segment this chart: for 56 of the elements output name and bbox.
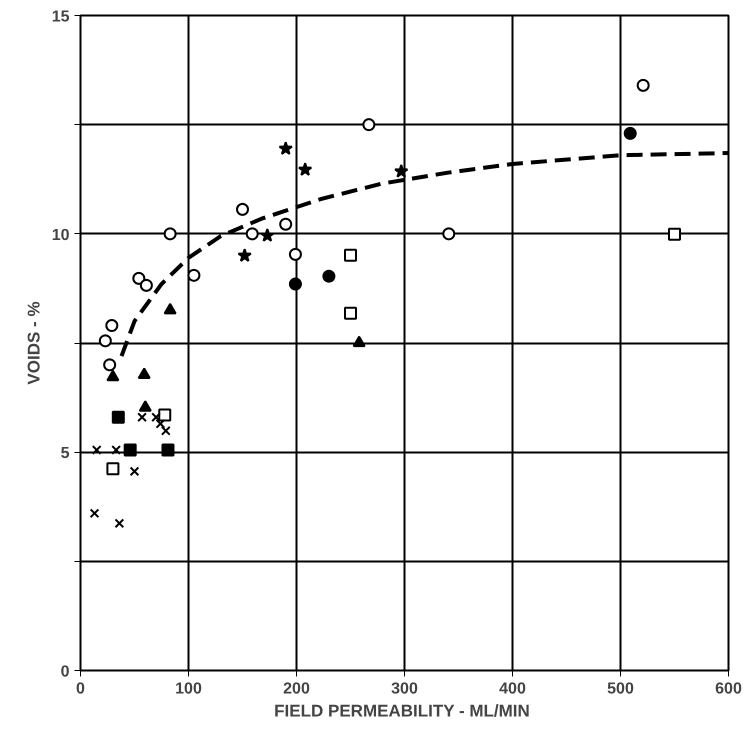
point — [161, 443, 174, 456]
point — [137, 412, 147, 422]
point — [111, 445, 122, 455]
point — [105, 319, 118, 332]
point — [246, 227, 259, 240]
point — [344, 306, 357, 320]
point — [138, 368, 151, 380]
point — [278, 141, 293, 155]
point — [106, 370, 120, 382]
point — [237, 248, 252, 262]
x-tick-label: 100 — [175, 680, 202, 698]
point — [92, 445, 102, 455]
point — [112, 410, 125, 424]
y-tick-label: 10 — [52, 226, 70, 244]
x-tick-label: 500 — [607, 680, 634, 698]
point — [668, 228, 681, 241]
point — [132, 272, 146, 285]
point — [362, 118, 376, 132]
point — [288, 278, 302, 291]
point — [90, 508, 100, 518]
point — [624, 126, 637, 140]
y-axis-title: VOIDS - % — [24, 301, 44, 385]
x-tick-label: 200 — [283, 680, 310, 698]
point — [158, 408, 172, 422]
point — [288, 248, 302, 261]
x-tick-label: 400 — [499, 680, 526, 698]
point — [151, 412, 161, 422]
point — [442, 227, 456, 240]
point — [394, 164, 408, 178]
point — [103, 358, 116, 372]
y-tick-label: 15 — [52, 8, 70, 26]
y-tick-label: 5 — [60, 445, 70, 462]
point — [279, 218, 292, 231]
y-tick-label: 0 — [60, 664, 70, 680]
x-tick-label: 600 — [715, 680, 742, 698]
point — [352, 336, 366, 348]
point — [260, 228, 275, 242]
x-tick-label: 300 — [391, 680, 418, 698]
point — [130, 466, 140, 476]
point — [124, 443, 137, 456]
point — [164, 227, 177, 240]
point — [636, 78, 650, 92]
x-axis-title: FIELD PERMEABILITY - ML/MIN — [274, 702, 530, 720]
point — [322, 270, 336, 283]
point — [138, 400, 152, 412]
point — [344, 248, 357, 262]
point — [98, 334, 112, 348]
point — [156, 418, 166, 429]
point — [114, 518, 124, 528]
point — [106, 462, 120, 476]
point — [298, 162, 312, 176]
point — [140, 278, 153, 292]
point — [187, 268, 200, 282]
point — [236, 202, 249, 216]
point — [160, 426, 171, 436]
x-tick-label: 0 — [76, 680, 86, 698]
